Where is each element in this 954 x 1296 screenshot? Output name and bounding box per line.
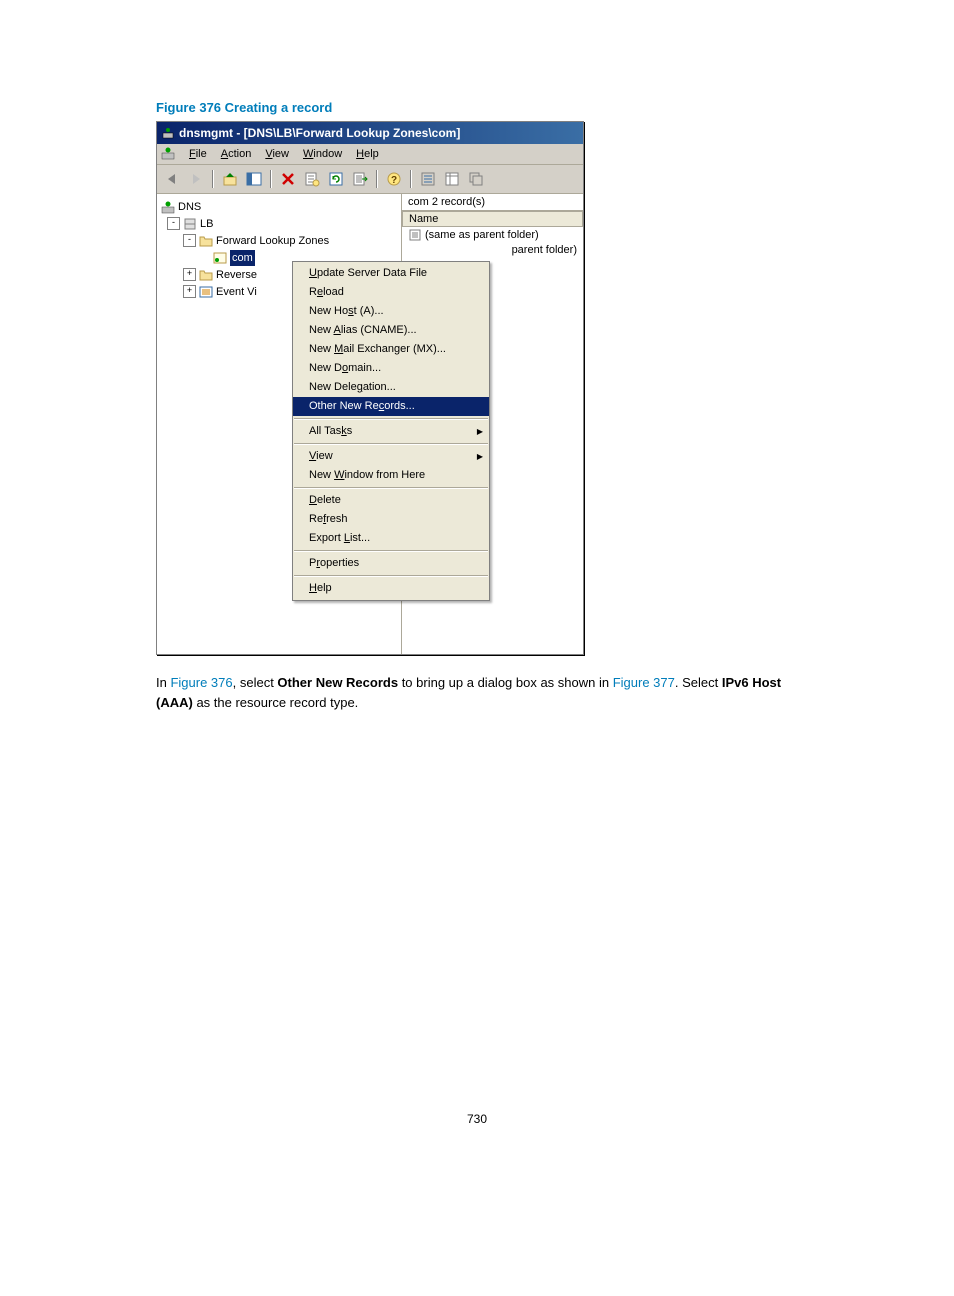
- cm-view[interactable]: View: [293, 447, 489, 466]
- list-view-icon[interactable]: [417, 168, 439, 190]
- cm-new-mx[interactable]: New Mail Exchanger (MX)...: [293, 340, 489, 359]
- properties-button[interactable]: [301, 168, 323, 190]
- tree-flz[interactable]: Forward Lookup Zones: [216, 233, 329, 249]
- app-icon: [161, 126, 175, 140]
- expander-icon[interactable]: -: [183, 234, 196, 247]
- menubar: File Action View Window Help: [157, 144, 583, 165]
- cm-help[interactable]: Help: [293, 579, 489, 598]
- event-viewer-icon: [199, 285, 213, 299]
- folder-icon: [199, 268, 213, 282]
- cm-export-list[interactable]: Export List...: [293, 529, 489, 548]
- detail-view-icon[interactable]: [441, 168, 463, 190]
- window-title: dnsmgmt - [DNS\LB\Forward Lookup Zones\c…: [179, 126, 460, 140]
- body-paragraph: In Figure 376, select Other New Records …: [156, 673, 798, 712]
- toolbar-separator: [410, 170, 412, 188]
- cm-separator: [294, 443, 488, 445]
- toolbar: ?: [157, 165, 583, 194]
- mmc-icon: [161, 146, 177, 162]
- cascade-icon[interactable]: [465, 168, 487, 190]
- cm-properties[interactable]: Properties: [293, 554, 489, 573]
- content-area: DNS - LB - Forward Lookup Zones com: [157, 194, 583, 654]
- svg-text:?: ?: [391, 175, 397, 186]
- cm-all-tasks[interactable]: All Tasks: [293, 422, 489, 441]
- tree-dns-root[interactable]: DNS: [178, 199, 201, 215]
- folder-icon: [199, 234, 213, 248]
- expander-icon[interactable]: -: [167, 217, 180, 230]
- cm-new-host[interactable]: New Host (A)...: [293, 302, 489, 321]
- menu-window[interactable]: Window: [297, 146, 348, 162]
- refresh-button[interactable]: [325, 168, 347, 190]
- list-row-label: (same as parent folder): [425, 229, 539, 241]
- tree-com-selected[interactable]: com: [230, 250, 255, 266]
- cm-separator: [294, 487, 488, 489]
- cm-separator: [294, 550, 488, 552]
- delete-button[interactable]: [277, 168, 299, 190]
- expander-icon[interactable]: +: [183, 268, 196, 281]
- cm-new-window[interactable]: New Window from Here: [293, 466, 489, 485]
- list-row[interactable]: parent folder): [402, 243, 583, 257]
- zone-icon: [213, 251, 227, 265]
- list-column-name[interactable]: Name: [402, 211, 583, 227]
- list-row-label: parent folder): [512, 244, 577, 256]
- titlebar: dnsmgmt - [DNS\LB\Forward Lookup Zones\c…: [157, 122, 583, 144]
- help-button[interactable]: ?: [383, 168, 405, 190]
- server-icon: [183, 217, 197, 231]
- figure-caption: Figure 376 Creating a record: [156, 100, 798, 115]
- cm-refresh[interactable]: Refresh: [293, 510, 489, 529]
- bold-other-new-records: Other New Records: [277, 675, 398, 690]
- tree-event-viewer[interactable]: Event Vi: [216, 284, 257, 300]
- show-hide-tree-button[interactable]: [243, 168, 265, 190]
- menu-help[interactable]: Help: [350, 146, 385, 162]
- toolbar-separator: [212, 170, 214, 188]
- toolbar-separator: [376, 170, 378, 188]
- page-number: 730: [156, 1112, 798, 1126]
- export-button[interactable]: [349, 168, 371, 190]
- context-menu: Update Server Data File Reload New Host …: [292, 261, 490, 601]
- cm-separator: [294, 418, 488, 420]
- menu-file[interactable]: File: [183, 146, 213, 162]
- record-icon: [408, 228, 422, 242]
- cm-reload[interactable]: Reload: [293, 283, 489, 302]
- cm-delete[interactable]: Delete: [293, 491, 489, 510]
- cm-separator: [294, 575, 488, 577]
- expander-icon[interactable]: +: [183, 285, 196, 298]
- tree-reverse[interactable]: Reverse: [216, 267, 257, 283]
- up-button[interactable]: [219, 168, 241, 190]
- figure-link-377[interactable]: Figure 377: [613, 675, 675, 690]
- cm-other-new-records[interactable]: Other New Records...: [293, 397, 489, 416]
- dnsmgmt-window: dnsmgmt - [DNS\LB\Forward Lookup Zones\c…: [156, 121, 584, 655]
- tree-pane: DNS - LB - Forward Lookup Zones com: [157, 194, 402, 654]
- cm-new-domain[interactable]: New Domain...: [293, 359, 489, 378]
- list-summary: com 2 record(s): [402, 194, 583, 211]
- cm-new-delegation[interactable]: New Delegation...: [293, 378, 489, 397]
- menu-action[interactable]: Action: [215, 146, 258, 162]
- menu-view[interactable]: View: [259, 146, 295, 162]
- cm-update-server-data-file[interactable]: Update Server Data File: [293, 264, 489, 283]
- back-button[interactable]: [161, 168, 183, 190]
- toolbar-separator: [270, 170, 272, 188]
- tree-server[interactable]: LB: [200, 216, 213, 232]
- forward-button[interactable]: [185, 168, 207, 190]
- dns-root-icon: [161, 200, 175, 214]
- figure-link-376[interactable]: Figure 376: [170, 675, 232, 690]
- list-row[interactable]: (same as parent folder): [402, 227, 583, 243]
- cm-new-alias[interactable]: New Alias (CNAME)...: [293, 321, 489, 340]
